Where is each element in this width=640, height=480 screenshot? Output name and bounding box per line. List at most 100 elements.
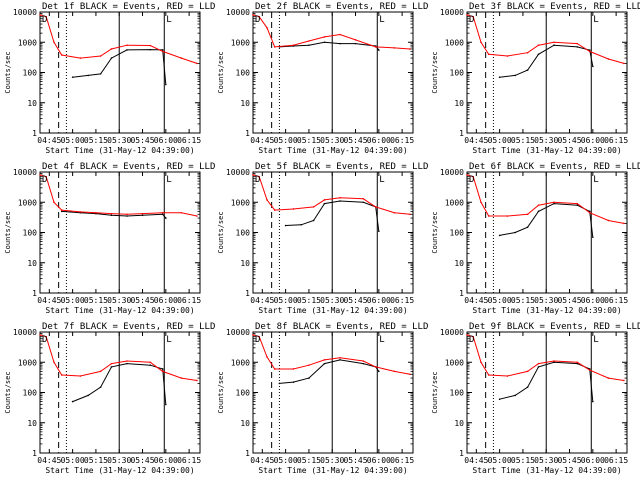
y-tick-label: 1000 — [231, 358, 250, 367]
lld-point — [99, 55, 102, 57]
x-tick-label: 05:30 — [107, 136, 131, 145]
x-axis-label: Start Time (31-May-12 04:39:00) — [258, 306, 407, 315]
events-point — [362, 362, 365, 365]
lld-point — [141, 212, 144, 215]
events-point — [292, 381, 295, 383]
events-point — [312, 219, 315, 222]
events-point — [323, 362, 326, 365]
x-tick-label: 05:00 — [61, 296, 85, 305]
x-tick-label: 05:45 — [343, 136, 367, 145]
events-point — [553, 361, 555, 364]
events-point — [553, 202, 555, 205]
events-point — [498, 398, 501, 401]
y-tick-label: 1000 — [18, 358, 37, 367]
y-tick-label: 1 — [459, 289, 464, 298]
x-axis-label: Start Time (31-May-12 04:39:00) — [45, 146, 194, 155]
x-tick-label: 05:30 — [320, 136, 344, 145]
lld-point — [472, 335, 475, 338]
lld-point — [39, 334, 41, 336]
events-point — [110, 366, 113, 368]
lld-point — [266, 356, 268, 358]
lld-point — [312, 206, 315, 208]
corner-label-d: D — [469, 335, 474, 345]
y-axis-label: Counts/sec — [217, 211, 225, 253]
lld-point — [99, 370, 102, 373]
lld-point — [180, 377, 183, 379]
panel-7: Det 7f BLACK = Events, RED = LLD 1 10 100 10… — [4, 322, 215, 475]
x-tick-label: 05:00 — [274, 296, 298, 305]
lld-point — [252, 174, 254, 176]
lld-point — [553, 201, 555, 204]
series-events-line — [72, 49, 167, 85]
events-point — [576, 46, 579, 48]
lld-point — [623, 222, 625, 225]
corner-label-l: L — [379, 335, 384, 345]
events-point — [378, 49, 380, 51]
lld-point — [506, 375, 509, 377]
events-point — [378, 230, 380, 233]
x-tick-label: 05:30 — [320, 456, 344, 465]
events-point — [576, 204, 579, 206]
y-tick-label: 10000 — [226, 8, 250, 17]
lld-point — [537, 44, 540, 46]
x-axis-label: Start Time (31-May-12 04:39:00) — [258, 146, 407, 155]
plot-frame — [39, 171, 201, 294]
events-point — [537, 53, 540, 56]
lld-point — [339, 197, 341, 199]
series-lld-line — [252, 14, 410, 50]
lld-point — [258, 15, 261, 18]
y-axis-label: Counts/sec — [4, 51, 12, 93]
y-tick-label: 10000 — [226, 328, 250, 337]
events-point — [537, 366, 540, 368]
lld-point — [45, 335, 48, 338]
y-tick-label: 10 — [27, 419, 37, 428]
lld-point — [60, 209, 63, 211]
y-tick-label: 10000 — [226, 168, 250, 177]
panel-8: Det 8f BLACK = Events, RED = LLD 1 10 100 10… — [217, 322, 428, 475]
corner-label-l: L — [593, 335, 598, 345]
y-axis-label: Counts/sec — [4, 211, 12, 253]
events-point — [87, 394, 89, 397]
corner-label-l: L — [379, 15, 384, 25]
x-axis-label: Start Time (31-May-12 04:39:00) — [45, 306, 194, 315]
series-lld-line — [39, 334, 197, 381]
lld-point — [576, 361, 579, 364]
y-tick-label: 10000 — [13, 328, 37, 337]
x-tick-label: 05:15 — [511, 136, 535, 145]
events-point — [278, 382, 281, 385]
y-tick-label: 100 — [450, 389, 465, 398]
x-tick-label: 05:30 — [107, 456, 131, 465]
y-tick-label: 1 — [32, 289, 37, 298]
lld-point — [526, 51, 529, 54]
y-tick-label: 10 — [27, 259, 37, 268]
series-lld-line — [39, 14, 198, 64]
x-tick-label: 06:00 — [367, 136, 391, 145]
lld-point — [323, 359, 326, 361]
lld-point — [126, 44, 128, 46]
lld-point — [487, 215, 490, 217]
plot-frame — [39, 331, 201, 454]
lld-point — [273, 46, 276, 48]
events-point — [71, 76, 74, 78]
events-point — [592, 400, 594, 403]
panel-5: Det 5f BLACK = Events, RED = LLD 1 10 100 10… — [217, 162, 428, 315]
lld-point — [323, 199, 326, 201]
corner-label-l: L — [166, 15, 171, 25]
events-point — [362, 201, 365, 204]
lld-point — [126, 213, 128, 216]
y-tick-label: 100 — [236, 69, 251, 78]
x-tick-label: 05:30 — [534, 456, 558, 465]
x-tick-label: 05:15 — [84, 456, 108, 465]
lld-point — [180, 57, 183, 59]
series-lld-line — [466, 174, 624, 224]
x-tick-label: 06:00 — [154, 296, 178, 305]
y-tick-label: 1000 — [231, 198, 250, 207]
lld-point — [588, 50, 591, 53]
y-tick-label: 10000 — [13, 168, 37, 177]
lld-point — [393, 211, 396, 214]
x-tick-label: 05:30 — [320, 296, 344, 305]
lld-point — [110, 212, 113, 215]
y-axis-label: Counts/sec — [217, 371, 225, 413]
lld-point — [607, 219, 610, 222]
